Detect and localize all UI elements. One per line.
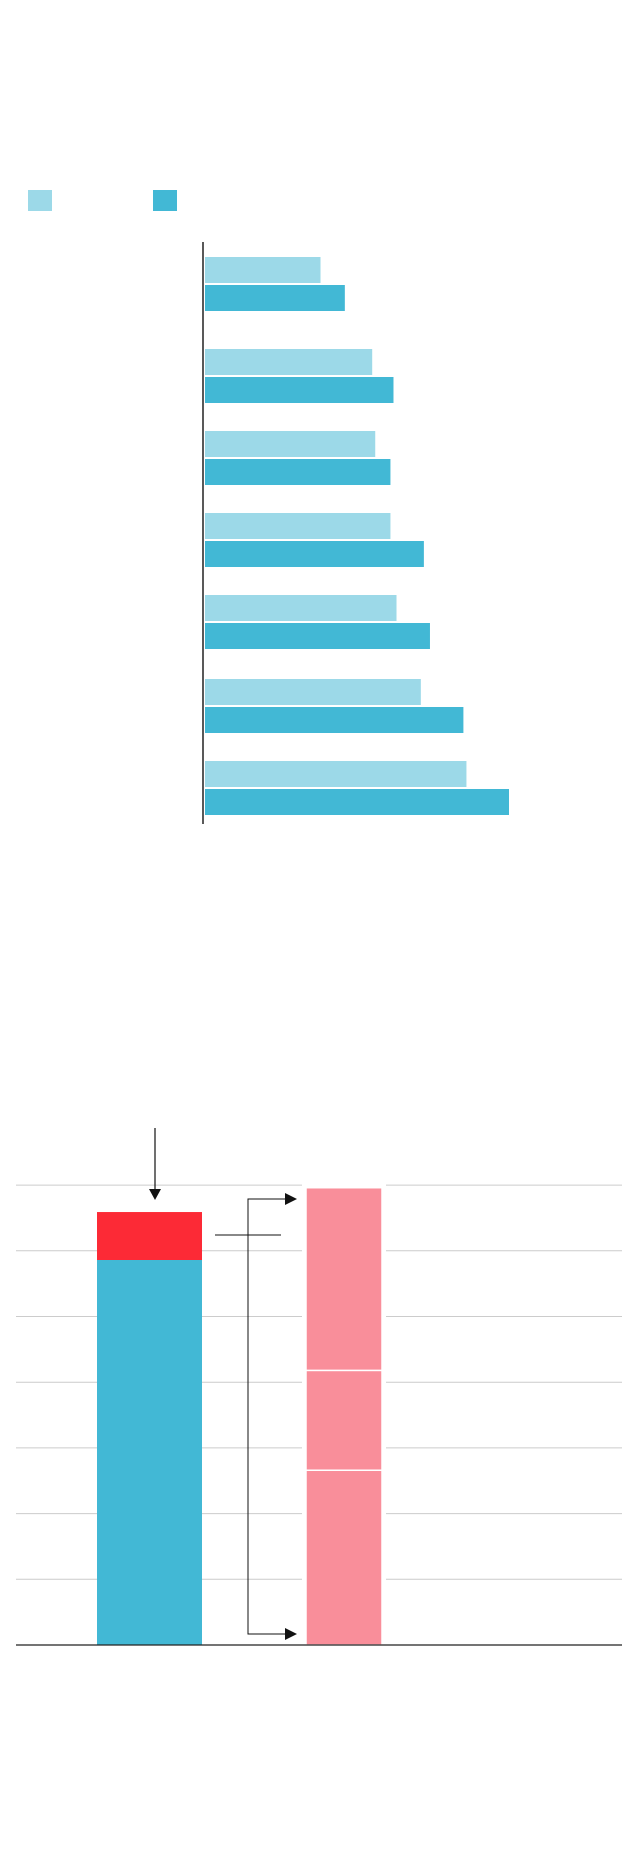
legend-swatch-1 xyxy=(28,190,52,211)
bar-dark-5 xyxy=(205,623,430,649)
horizontal-bar-chart xyxy=(28,190,509,824)
bar-2-segment-3 xyxy=(305,1186,383,1372)
annotation-bracket xyxy=(247,1198,296,1635)
bar-light-6 xyxy=(205,679,421,705)
bar-dark-6 xyxy=(205,707,464,733)
bar-dark-7 xyxy=(205,789,509,815)
arrow-right-icon xyxy=(285,1193,297,1205)
arrow-right-icon xyxy=(285,1628,297,1640)
bar-light-7 xyxy=(205,761,467,787)
bar-2-segment-1 xyxy=(305,1469,383,1646)
bar-light-4 xyxy=(205,513,391,539)
bar-light-2 xyxy=(205,349,373,375)
bar-1-segment-2 xyxy=(97,1212,202,1260)
bar-2-segment-2 xyxy=(305,1369,383,1471)
bar-dark-3 xyxy=(205,459,391,485)
legend-swatch-2 xyxy=(153,190,177,211)
bar-1-segment-1 xyxy=(97,1259,202,1645)
bar-light-1 xyxy=(205,257,321,283)
bar-light-3 xyxy=(205,431,376,457)
bar-light-5 xyxy=(205,595,397,621)
bar-dark-4 xyxy=(205,541,424,567)
bar-dark-1 xyxy=(205,285,345,311)
arrow-down-icon xyxy=(149,1189,161,1200)
bar-dark-2 xyxy=(205,377,394,403)
